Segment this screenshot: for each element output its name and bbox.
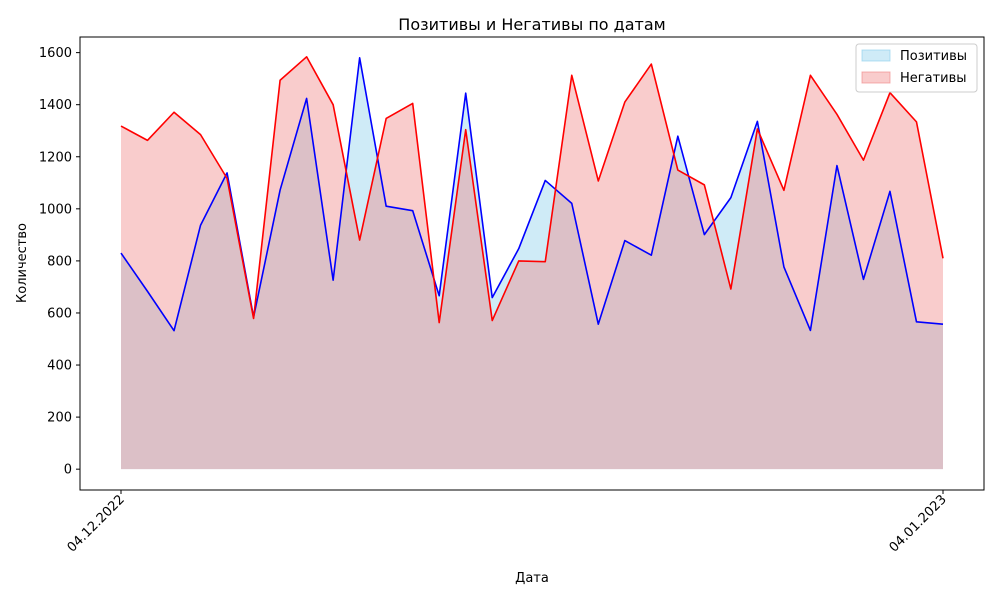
- legend-swatch-2: [861, 71, 891, 84]
- x-tick-label: 04.12.2022: [65, 492, 128, 555]
- legend-box: [855, 43, 978, 93]
- series-area-2: [121, 56, 943, 470]
- x-axis: 04.12.2022 04.01.2023: [65, 490, 950, 555]
- y-tick-label: 1600: [39, 46, 72, 61]
- legend-swatch-1: [861, 49, 891, 62]
- series-areas: [121, 56, 943, 470]
- y-tick-label: 800: [47, 254, 72, 269]
- legend-label-2: Негативы: [900, 71, 967, 86]
- y-axis: 0 200 400 600 800 1000 1200 1400 1600: [39, 46, 80, 478]
- x-axis-title: Дата: [515, 571, 549, 586]
- x-tick-label: 04.01.2023: [887, 492, 950, 555]
- y-axis-title: Количество: [15, 223, 30, 303]
- legend-label-1: Позитивы: [900, 49, 967, 64]
- y-tick-label: 1000: [39, 202, 72, 217]
- series-line-2: [120, 55, 944, 324]
- y-tick-label: 0: [64, 463, 72, 478]
- y-tick-label: 200: [47, 411, 72, 426]
- chart-title: Позитивы и Негативы по датам: [398, 15, 665, 34]
- y-tick-label: 400: [47, 359, 72, 374]
- series-lines: [120, 55, 944, 332]
- legend: Позитивы Негативы: [855, 43, 978, 93]
- y-tick-label: 1200: [39, 150, 72, 165]
- y-tick-label: 600: [47, 306, 72, 321]
- plot-frame: [79, 36, 985, 491]
- y-tick-label: 1400: [39, 98, 72, 113]
- series-area-1: [121, 57, 943, 470]
- series-line-1: [120, 57, 944, 332]
